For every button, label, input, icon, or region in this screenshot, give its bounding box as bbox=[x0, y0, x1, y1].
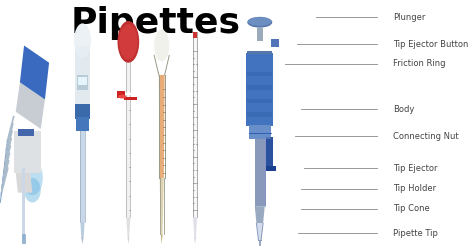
Bar bbox=[249, 125, 271, 139]
Ellipse shape bbox=[154, 30, 169, 62]
Polygon shape bbox=[255, 206, 265, 223]
Text: Tip Holder: Tip Holder bbox=[393, 185, 437, 193]
Bar bbox=[117, 91, 125, 98]
Bar bbox=[247, 51, 272, 54]
Text: Pipettes: Pipettes bbox=[71, 6, 240, 40]
Bar bbox=[246, 53, 273, 126]
Text: Body: Body bbox=[393, 105, 415, 114]
Bar bbox=[247, 85, 272, 90]
Bar bbox=[247, 99, 272, 103]
Bar bbox=[126, 53, 130, 92]
Bar bbox=[247, 72, 272, 76]
Bar bbox=[76, 117, 89, 131]
Ellipse shape bbox=[247, 17, 272, 28]
Polygon shape bbox=[22, 237, 25, 244]
Bar bbox=[255, 137, 265, 206]
Polygon shape bbox=[81, 237, 84, 244]
Bar bbox=[78, 77, 87, 85]
Bar bbox=[272, 39, 279, 47]
Ellipse shape bbox=[119, 24, 137, 60]
Bar bbox=[247, 112, 272, 117]
Bar bbox=[18, 129, 35, 136]
Polygon shape bbox=[256, 223, 263, 241]
Polygon shape bbox=[128, 237, 129, 244]
Bar bbox=[75, 104, 90, 119]
Bar bbox=[272, 39, 279, 47]
Bar bbox=[266, 166, 275, 171]
Polygon shape bbox=[159, 75, 164, 178]
Ellipse shape bbox=[22, 161, 43, 195]
Ellipse shape bbox=[74, 24, 91, 58]
Text: Tip Cone: Tip Cone bbox=[393, 204, 430, 213]
Polygon shape bbox=[16, 173, 32, 193]
Polygon shape bbox=[81, 222, 84, 237]
Bar bbox=[14, 131, 41, 173]
Bar bbox=[22, 234, 26, 244]
Ellipse shape bbox=[24, 178, 41, 202]
Ellipse shape bbox=[74, 24, 91, 58]
Polygon shape bbox=[126, 217, 130, 237]
Ellipse shape bbox=[118, 94, 126, 98]
Ellipse shape bbox=[118, 21, 139, 63]
Text: Tip Ejector Button: Tip Ejector Button bbox=[393, 40, 469, 49]
Text: Tip Ejector: Tip Ejector bbox=[393, 164, 438, 173]
Bar bbox=[77, 75, 88, 90]
Bar bbox=[81, 129, 84, 222]
Polygon shape bbox=[16, 82, 45, 129]
Bar bbox=[266, 137, 273, 171]
Bar bbox=[193, 32, 197, 38]
Bar bbox=[124, 97, 137, 100]
Polygon shape bbox=[160, 178, 164, 234]
Text: Friction Ring: Friction Ring bbox=[393, 60, 446, 68]
Polygon shape bbox=[20, 46, 49, 99]
Ellipse shape bbox=[248, 17, 272, 26]
Bar bbox=[14, 131, 41, 173]
Bar bbox=[246, 53, 273, 126]
Bar bbox=[22, 168, 25, 237]
Text: Plunger: Plunger bbox=[393, 13, 426, 22]
Bar bbox=[75, 46, 90, 109]
Text: Pipette Tip: Pipette Tip bbox=[393, 229, 438, 238]
Polygon shape bbox=[193, 217, 197, 237]
Bar bbox=[75, 46, 90, 109]
Text: Connecting Nut: Connecting Nut bbox=[393, 132, 459, 141]
Bar bbox=[193, 36, 197, 217]
Bar bbox=[126, 94, 130, 217]
Polygon shape bbox=[194, 237, 196, 244]
Bar bbox=[249, 125, 271, 139]
Bar bbox=[257, 28, 263, 41]
Polygon shape bbox=[161, 234, 163, 244]
